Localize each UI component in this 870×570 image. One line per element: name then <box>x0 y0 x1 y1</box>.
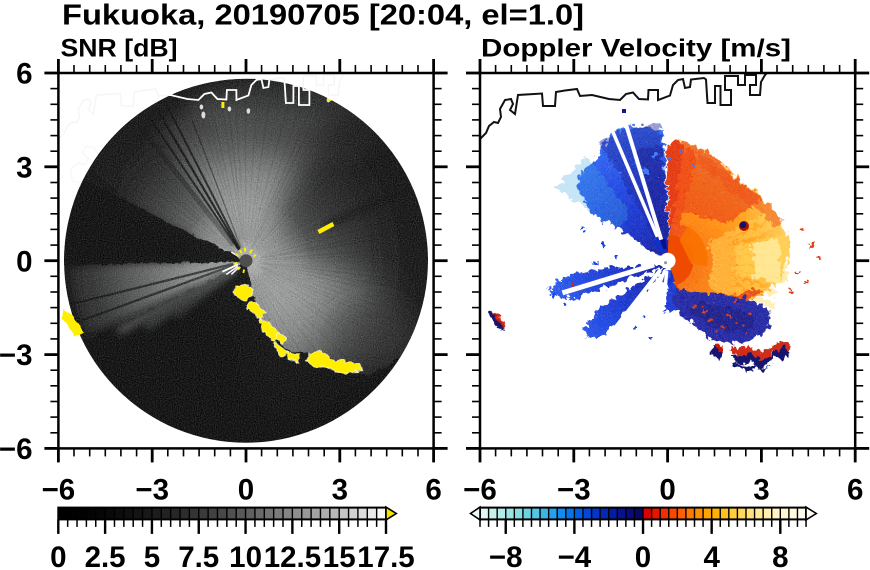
svg-text:−6: −6 <box>0 433 33 466</box>
svg-text:10: 10 <box>229 541 262 570</box>
svg-text:6: 6 <box>425 474 441 507</box>
svg-text:6: 6 <box>847 474 863 507</box>
svg-text:2.5: 2.5 <box>85 541 126 570</box>
svg-text:0: 0 <box>50 541 66 570</box>
svg-text:8: 8 <box>772 541 788 570</box>
svg-text:−3: −3 <box>557 474 591 507</box>
svg-text:3: 3 <box>753 474 769 507</box>
svg-text:3: 3 <box>16 151 32 184</box>
svg-text:4: 4 <box>703 541 720 570</box>
svg-text:0: 0 <box>635 541 651 570</box>
svg-text:−4: −4 <box>558 541 592 570</box>
svg-text:7.5: 7.5 <box>178 541 219 570</box>
svg-text:−8: −8 <box>489 541 523 570</box>
svg-text:0: 0 <box>659 474 675 507</box>
svg-text:12.5: 12.5 <box>264 541 321 570</box>
svg-text:−6: −6 <box>42 474 76 507</box>
svg-text:15: 15 <box>323 541 356 570</box>
svg-text:−6: −6 <box>463 474 497 507</box>
svg-text:0: 0 <box>238 474 254 507</box>
svg-text:3: 3 <box>332 474 348 507</box>
svg-text:−3: −3 <box>135 474 169 507</box>
svg-text:17.5: 17.5 <box>357 541 414 570</box>
svg-text:6: 6 <box>16 58 32 91</box>
svg-text:5: 5 <box>144 541 160 570</box>
svg-text:SNR [dB]: SNR [dB] <box>61 34 178 62</box>
svg-text:Fukuoka, 20190705 [20:04, el=1: Fukuoka, 20190705 [20:04, el=1.0] <box>62 0 584 31</box>
svg-text:Doppler Velocity [m/s]: Doppler Velocity [m/s] <box>481 34 791 62</box>
svg-text:−3: −3 <box>0 339 33 372</box>
svg-text:0: 0 <box>16 245 32 278</box>
